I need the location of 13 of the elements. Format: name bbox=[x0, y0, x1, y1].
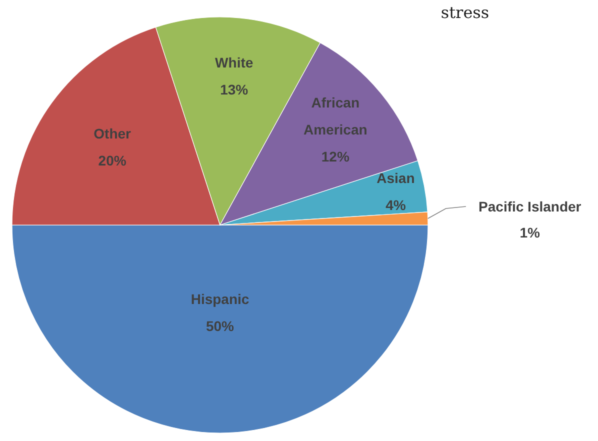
data-label: 1% bbox=[520, 224, 541, 240]
slice-label: Pacific Islander bbox=[478, 198, 582, 214]
data-label: 13% bbox=[220, 81, 249, 98]
slice-label: Other bbox=[94, 125, 132, 142]
data-label: 20% bbox=[98, 152, 127, 168]
slice-label: African American bbox=[303, 94, 368, 138]
slice-label: White bbox=[215, 54, 254, 70]
data-label: 50% bbox=[206, 318, 235, 334]
data-label: 4% bbox=[386, 196, 406, 213]
slice-label: Hispanic bbox=[190, 290, 250, 307]
slice-label: Asian bbox=[376, 170, 415, 186]
text: stress bbox=[440, 3, 490, 22]
data-label: 12% bbox=[321, 148, 350, 165]
